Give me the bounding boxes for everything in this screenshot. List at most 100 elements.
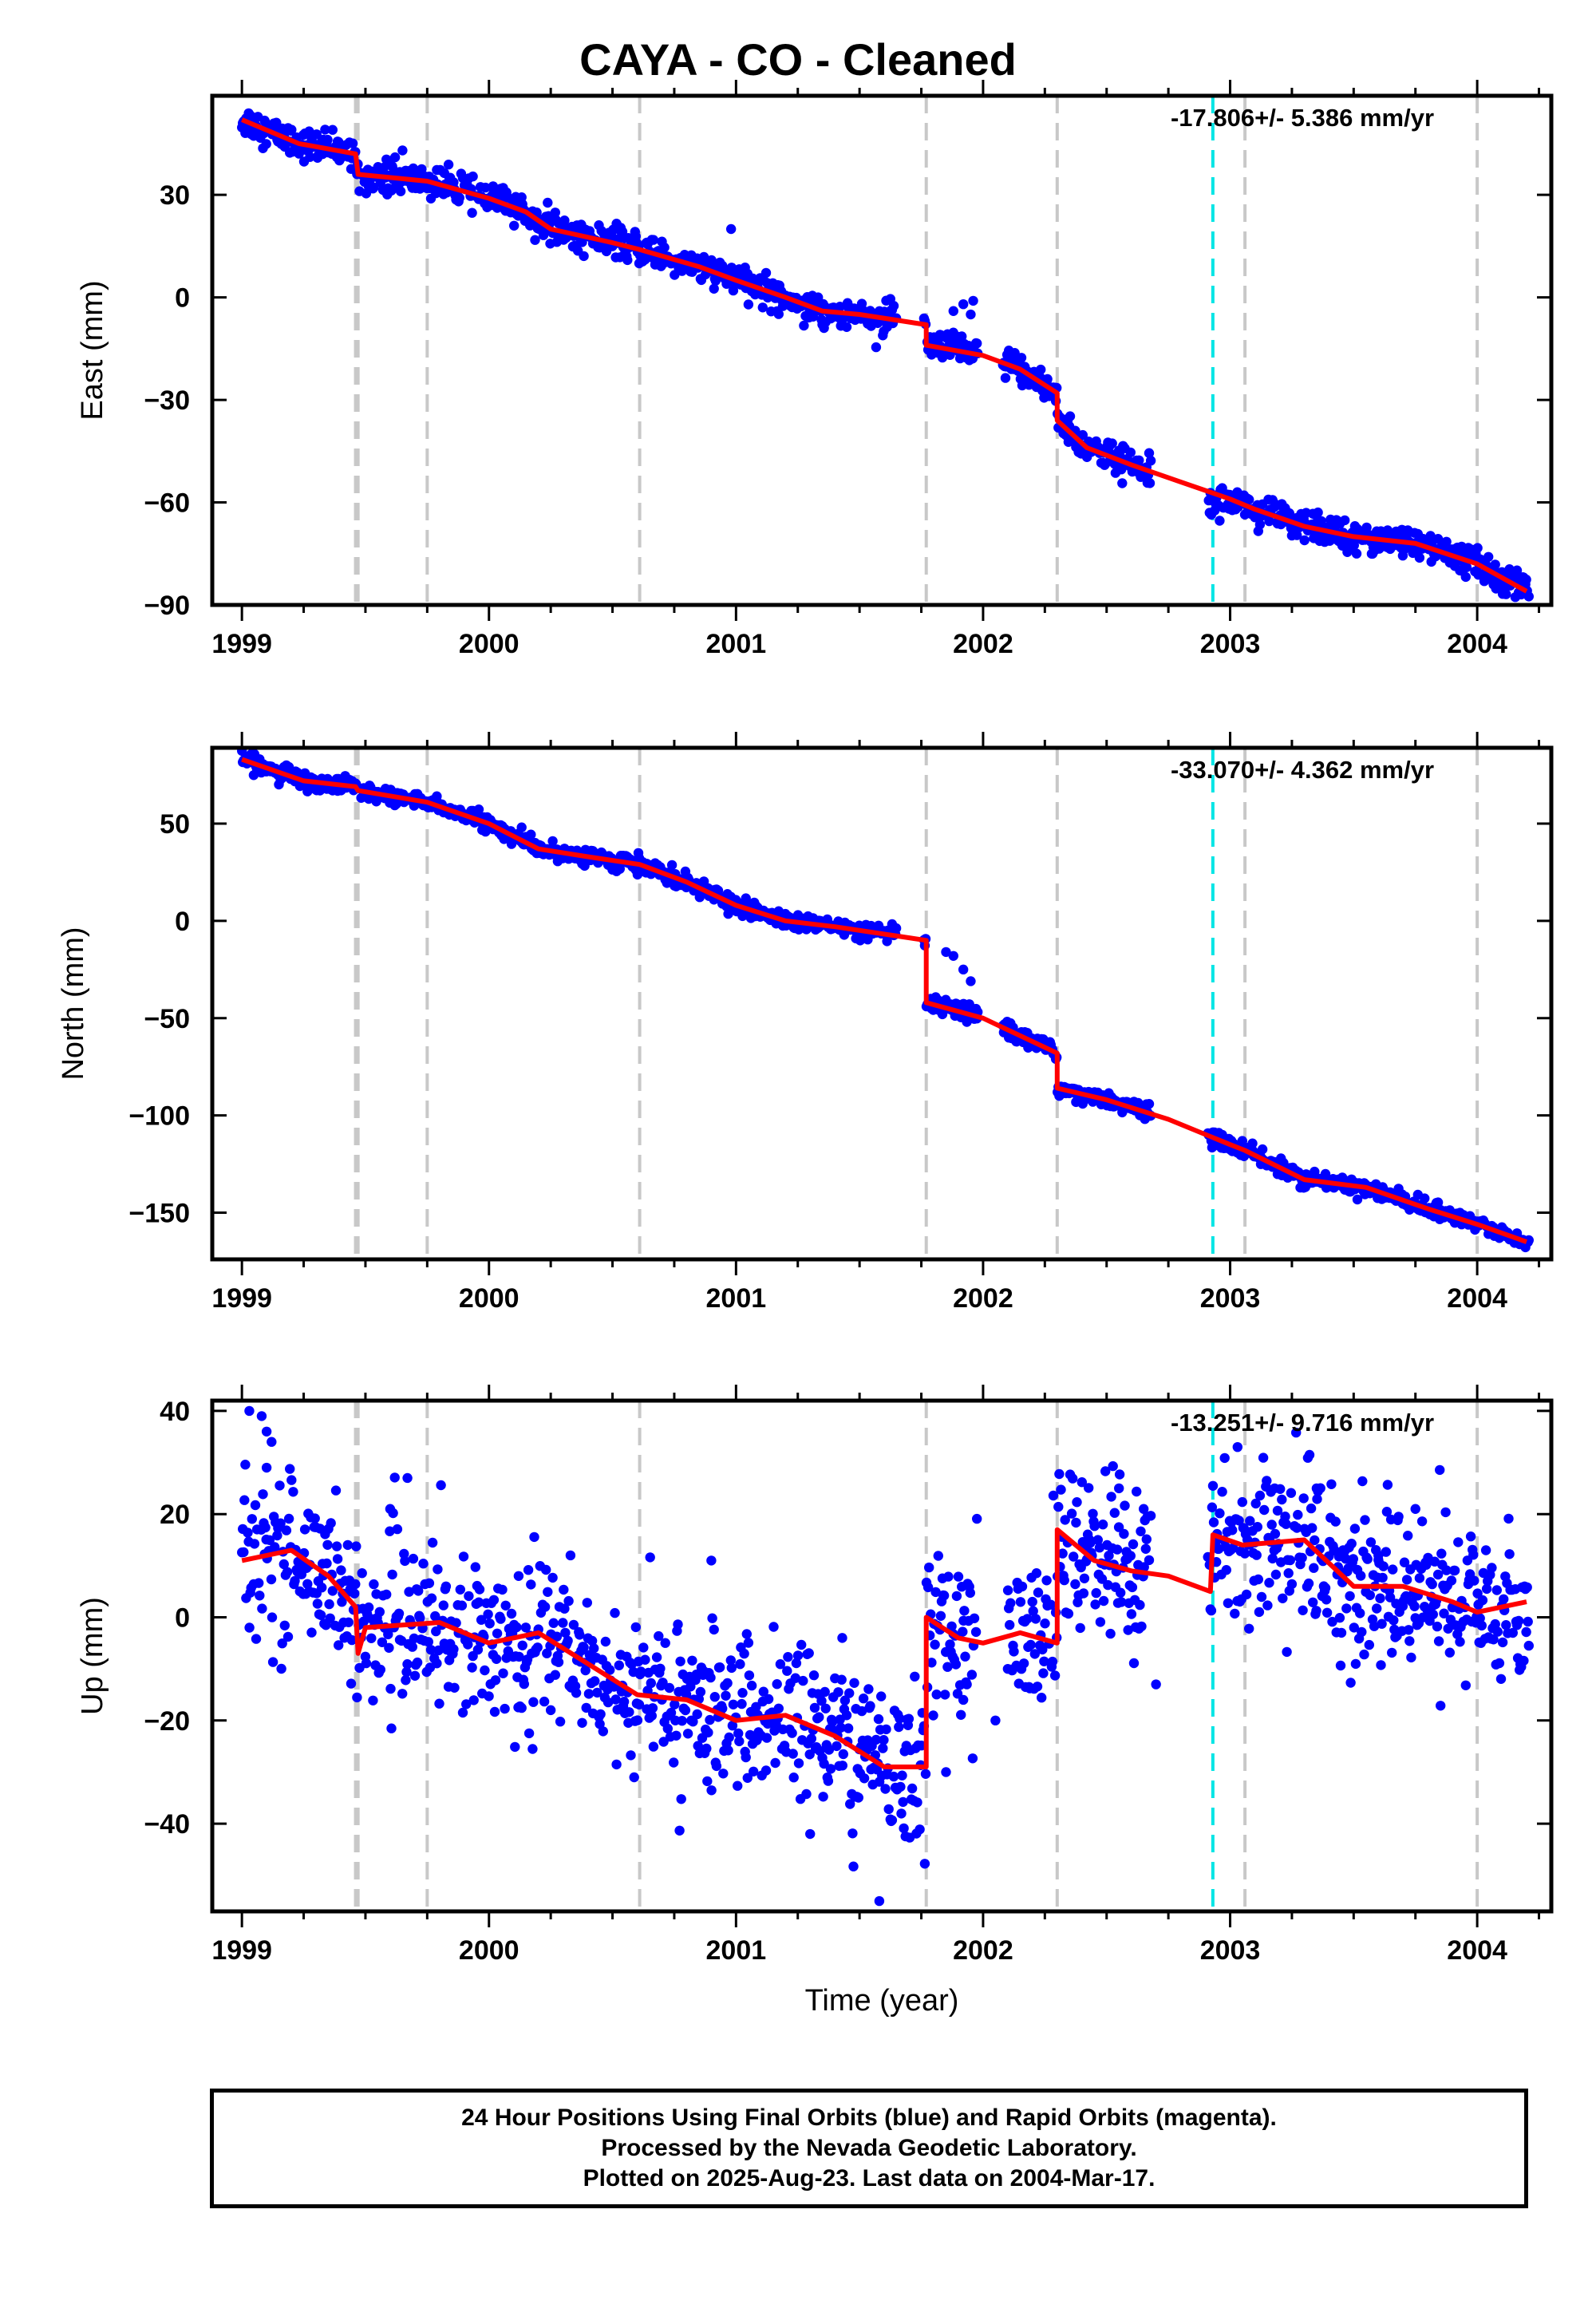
data-point: [922, 1582, 934, 1593]
data-point: [327, 1586, 338, 1596]
data-point: [695, 1686, 706, 1697]
data-point: [526, 1579, 536, 1590]
data-point: [590, 1676, 600, 1686]
data-point: [1036, 364, 1046, 375]
data-point: [675, 1656, 685, 1666]
data-point: [605, 1665, 615, 1675]
data-point: [1492, 1626, 1503, 1637]
data-point: [1045, 1599, 1057, 1610]
x-tick-label: 2000: [459, 629, 519, 659]
data-point: [1256, 1591, 1267, 1603]
data-point: [322, 1558, 332, 1569]
data-point: [1481, 1583, 1492, 1595]
data-point: [430, 1611, 440, 1622]
data-point: [315, 1610, 326, 1621]
data-point: [1320, 1583, 1331, 1594]
data-point: [915, 1824, 925, 1835]
data-point: [1523, 1235, 1535, 1246]
data-point: [726, 1662, 737, 1674]
data-point: [541, 1564, 551, 1575]
data-point: [587, 1635, 598, 1646]
data-point: [326, 1518, 336, 1528]
data-point: [427, 1537, 438, 1548]
data-point: [630, 1622, 641, 1633]
data-point: [1350, 1658, 1361, 1670]
data-point: [374, 1607, 385, 1618]
data-point: [1049, 1670, 1061, 1681]
data-point: [788, 1749, 798, 1759]
data-point: [1490, 1618, 1500, 1630]
data-point: [1234, 1516, 1244, 1526]
data-point: [1403, 1531, 1413, 1541]
data-point: [492, 1628, 503, 1638]
data-point: [1258, 1452, 1269, 1463]
data-point: [1311, 1483, 1322, 1494]
data-point: [283, 1513, 294, 1524]
data-point: [1286, 1579, 1298, 1590]
data-point: [547, 1572, 558, 1583]
data-point: [443, 160, 454, 170]
data-point: [1410, 1504, 1420, 1514]
data-point: [327, 124, 338, 135]
data-point: [728, 1699, 739, 1709]
data-point: [1037, 1644, 1048, 1655]
data-point: [1465, 1531, 1476, 1542]
data-point: [1346, 1539, 1357, 1549]
data-point: [1138, 1504, 1149, 1514]
data-point: [1015, 1597, 1026, 1607]
data-point: [1135, 1599, 1145, 1611]
y-axis-title: North (mm): [57, 927, 90, 1080]
data-point: [899, 1823, 909, 1834]
data-point: [1373, 1550, 1384, 1561]
data-point: [1070, 1579, 1080, 1590]
data-point: [1409, 1601, 1420, 1612]
data-point: [714, 1662, 725, 1673]
data-point: [1144, 478, 1156, 488]
data-point: [440, 1581, 452, 1592]
data-point: [402, 1472, 413, 1484]
data-point: [942, 1662, 953, 1672]
data-point: [1355, 1608, 1365, 1618]
data-point: [611, 1759, 622, 1770]
data-point: [1078, 1588, 1089, 1599]
data-point: [272, 1530, 282, 1541]
data-point: [1028, 1606, 1038, 1616]
data-point: [1223, 1598, 1234, 1609]
data-point: [796, 1639, 807, 1650]
data-point: [565, 1550, 576, 1561]
data-point: [496, 1614, 506, 1624]
data-point: [312, 1599, 323, 1609]
data-point: [1349, 1622, 1360, 1633]
data-point: [1307, 1523, 1317, 1533]
data-point: [322, 134, 333, 145]
data-point: [571, 1688, 582, 1698]
data-point: [962, 1679, 972, 1690]
data-point: [267, 1612, 278, 1622]
data-point: [1504, 1549, 1515, 1559]
data-point: [1136, 1526, 1146, 1537]
data-point: [717, 1703, 728, 1713]
data-point: [634, 1699, 645, 1710]
data-point: [744, 1670, 755, 1681]
data-point: [1414, 1573, 1425, 1583]
data-point: [758, 1686, 768, 1697]
data-point: [282, 1631, 294, 1642]
data-point: [1352, 1194, 1363, 1205]
data-point: [1523, 591, 1535, 602]
data-point: [488, 1595, 500, 1606]
data-point: [819, 1758, 829, 1769]
data-point: [1461, 562, 1472, 572]
data-point: [1053, 1501, 1064, 1512]
data-point: [276, 1663, 286, 1674]
data-point: [366, 1633, 377, 1643]
data-point: [1476, 1620, 1487, 1631]
data-point: [279, 1620, 290, 1631]
data-point: [734, 1736, 745, 1747]
y-tick-label: 40: [160, 1397, 190, 1427]
data-point: [520, 1622, 531, 1633]
data-point: [299, 1524, 310, 1535]
data-point: [791, 1658, 802, 1669]
data-point: [926, 1658, 937, 1668]
data-point: [816, 1696, 827, 1706]
data-point: [1359, 1649, 1369, 1660]
